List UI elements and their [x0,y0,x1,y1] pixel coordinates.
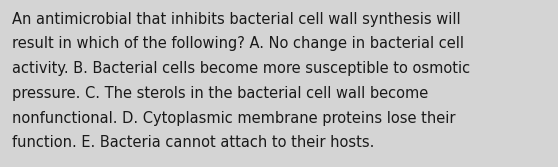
Text: pressure. C. The sterols in the bacterial cell wall become: pressure. C. The sterols in the bacteria… [12,86,429,101]
Text: nonfunctional. D. Cytoplasmic membrane proteins lose their: nonfunctional. D. Cytoplasmic membrane p… [12,111,456,126]
Text: activity. B. Bacterial cells become more susceptible to osmotic: activity. B. Bacterial cells become more… [12,61,470,76]
Text: result in which of the following? A. No change in bacterial cell: result in which of the following? A. No … [12,36,464,51]
Text: An antimicrobial that inhibits bacterial cell wall synthesis will: An antimicrobial that inhibits bacterial… [12,12,461,27]
Text: function. E. Bacteria cannot attach to their hosts.: function. E. Bacteria cannot attach to t… [12,135,374,150]
